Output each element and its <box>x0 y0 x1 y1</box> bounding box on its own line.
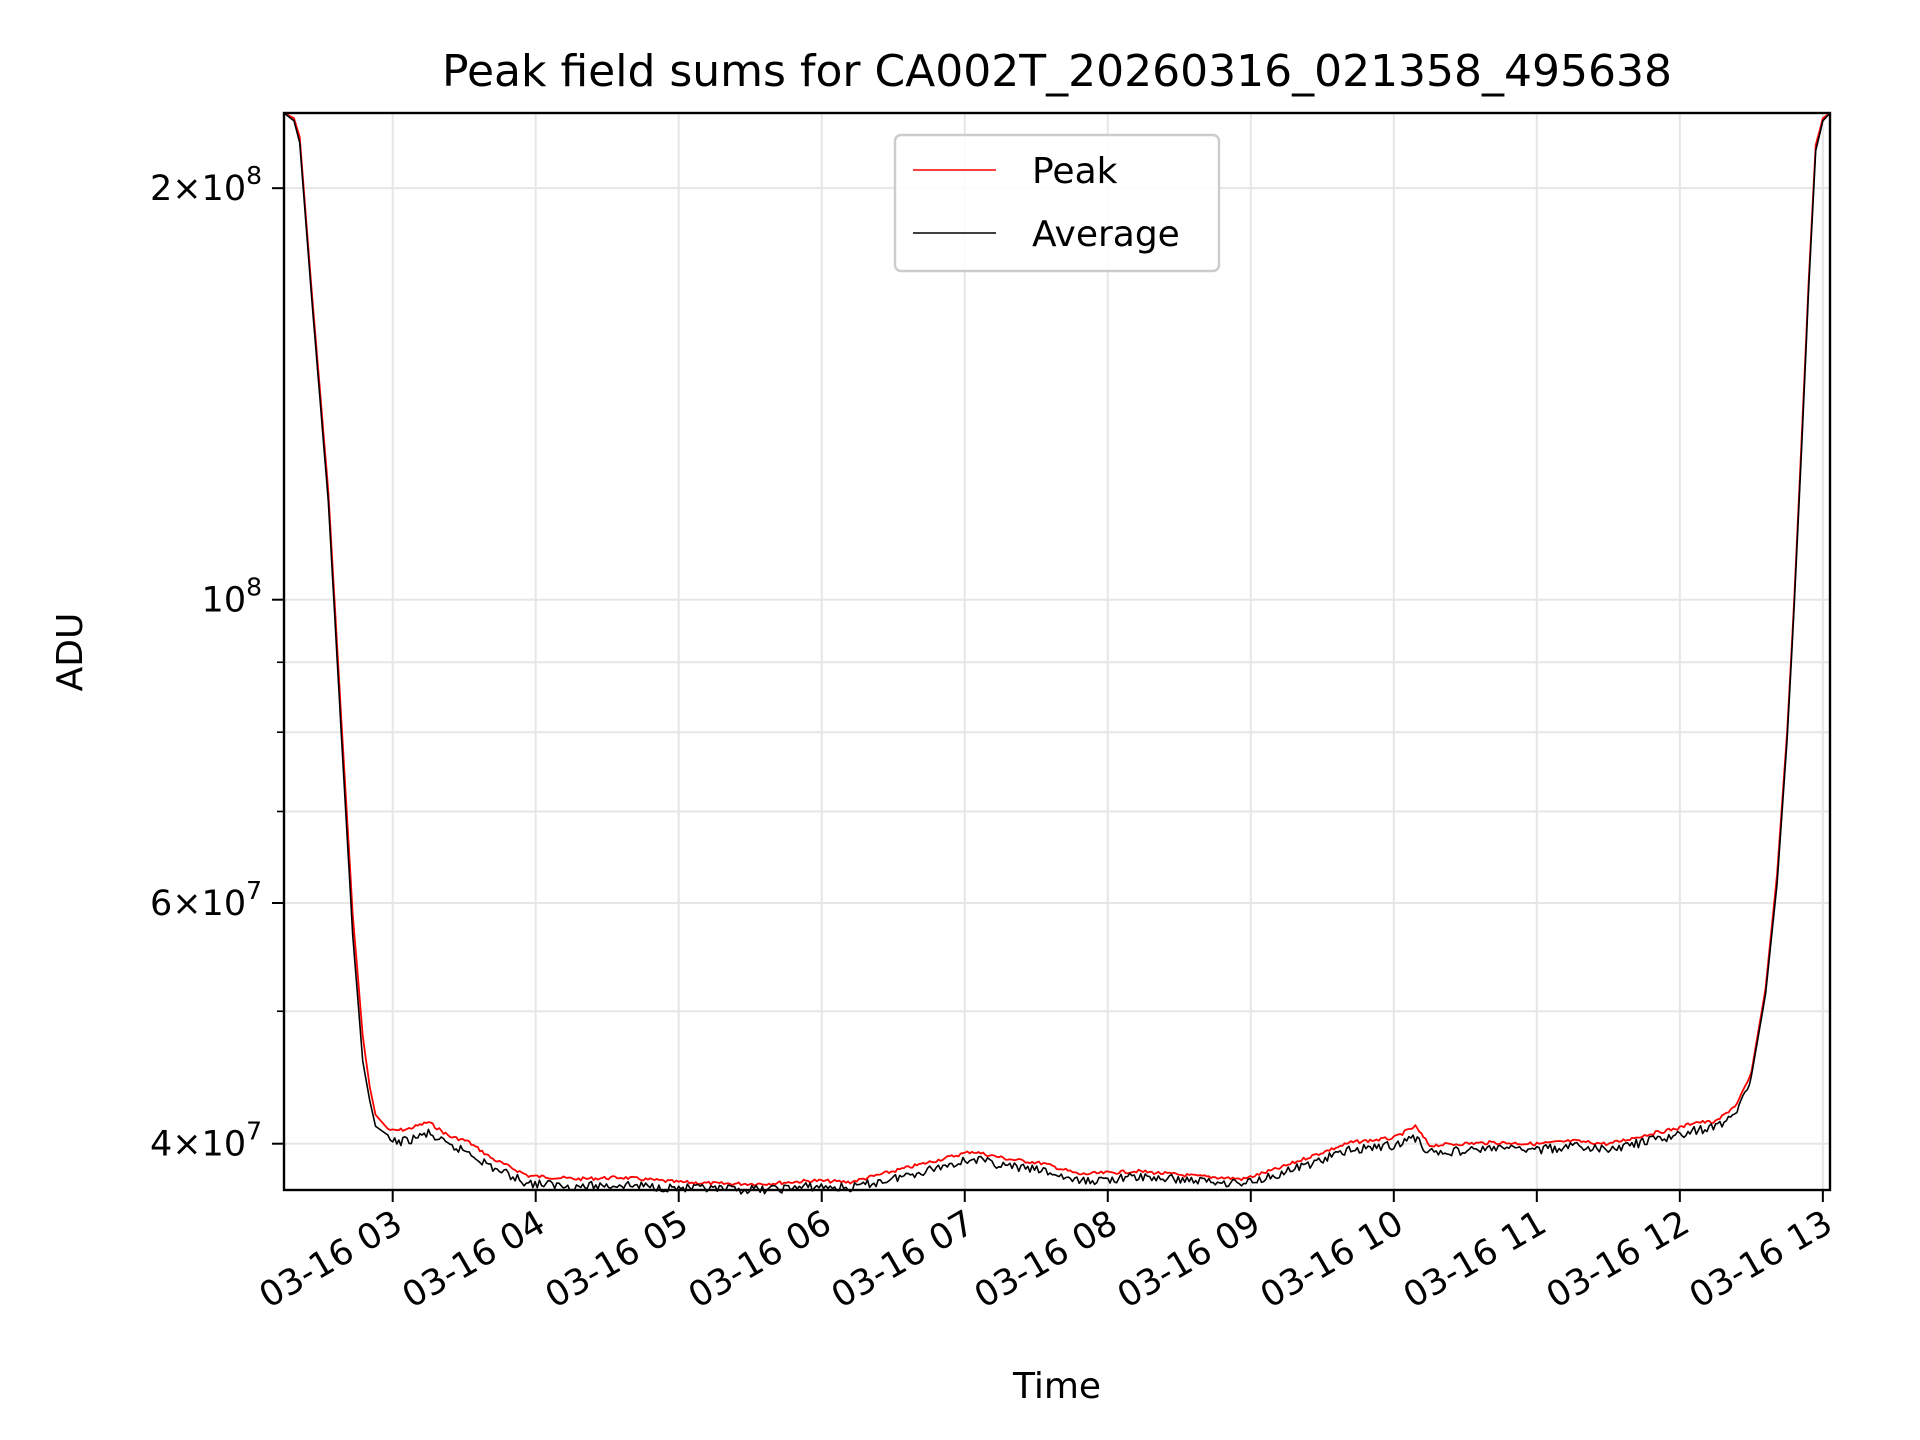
chart-title: Peak field sums for CA002T_20260316_0213… <box>442 46 1672 97</box>
grid-lines <box>284 113 1830 1190</box>
x-axis-label: Time <box>1012 1366 1101 1407</box>
y-tick-label: 6×107 <box>150 876 262 924</box>
series-line-average <box>283 112 1831 1195</box>
y-axis-label: ADU <box>50 613 91 692</box>
series-line-peak <box>283 112 1831 1187</box>
legend-label-average: Average <box>1032 214 1180 255</box>
series-layer <box>283 112 1831 1195</box>
legend-box <box>893 133 1221 273</box>
y-tick-label: 2×108 <box>150 161 262 209</box>
legend: Peak Average <box>893 133 1221 273</box>
y-tick-label: 108 <box>202 573 262 621</box>
y-tick-label: 4×107 <box>150 1117 262 1165</box>
plot-area-frame <box>282 111 1832 1192</box>
legend-label-peak: Peak <box>1032 151 1118 192</box>
